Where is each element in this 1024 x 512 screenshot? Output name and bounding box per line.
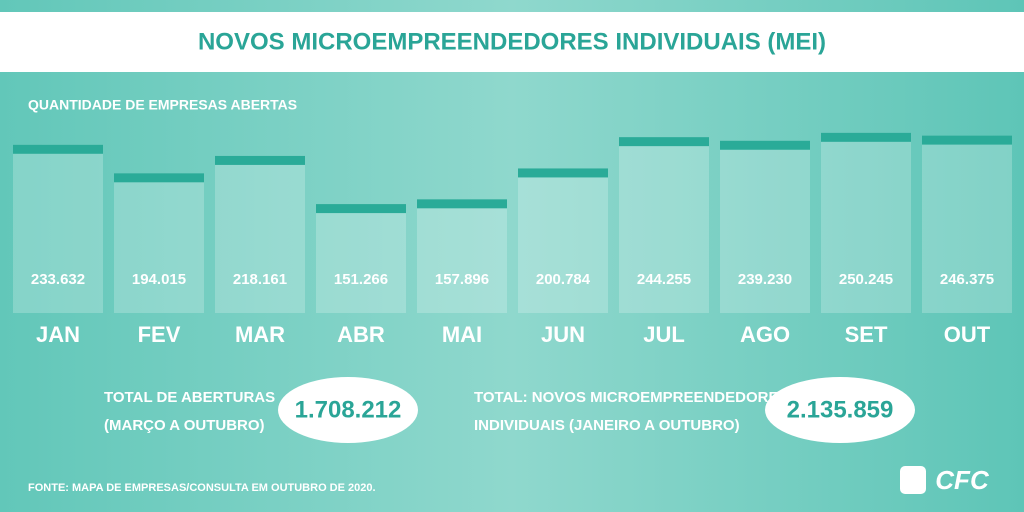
bar bbox=[922, 135, 1012, 313]
bar-cap bbox=[114, 173, 204, 183]
value-label: 194.015 bbox=[132, 271, 186, 288]
x-tick-label: ABR bbox=[337, 322, 385, 347]
value-label: 200.784 bbox=[536, 271, 591, 288]
value-label: 151.266 bbox=[334, 271, 388, 288]
total-value: 2.135.859 bbox=[787, 396, 894, 423]
bar-cap bbox=[619, 137, 709, 147]
x-tick-label: JUL bbox=[643, 322, 685, 347]
bar-cap bbox=[417, 199, 507, 209]
bar bbox=[114, 173, 204, 313]
bar bbox=[215, 155, 305, 313]
bar bbox=[518, 168, 608, 313]
source-note: FONTE: MAPA DE EMPRESAS/CONSULTA EM OUTU… bbox=[28, 482, 376, 494]
bar bbox=[821, 132, 911, 313]
x-tick-label: MAR bbox=[235, 322, 285, 347]
bar bbox=[13, 144, 103, 313]
header-band bbox=[0, 12, 1024, 72]
x-tick-label: OUT bbox=[944, 322, 991, 347]
value-label: 218.161 bbox=[233, 271, 287, 288]
logo: CFC bbox=[935, 465, 990, 495]
logo-mark bbox=[900, 466, 926, 494]
x-tick-label: JAN bbox=[36, 322, 80, 347]
total-label: TOTAL: NOVOS MICROEMPREENDEDORES bbox=[474, 389, 788, 406]
total-value: 1.708.212 bbox=[295, 396, 402, 423]
total-label: INDIVIDUAIS (JANEIRO A OUTUBRO) bbox=[474, 417, 740, 434]
value-label: 244.255 bbox=[637, 271, 691, 288]
bar bbox=[619, 137, 709, 313]
bar-cap bbox=[720, 140, 810, 150]
x-tick-label: AGO bbox=[740, 322, 790, 347]
chart-title: NOVOS MICROEMPREENDEDORES INDIVIDUAIS (M… bbox=[198, 28, 826, 55]
value-label: 233.632 bbox=[31, 271, 85, 288]
bar bbox=[720, 140, 810, 313]
x-tick-label: FEV bbox=[138, 322, 181, 347]
value-label: 239.230 bbox=[738, 271, 792, 288]
x-tick-label: SET bbox=[845, 322, 888, 347]
bar bbox=[417, 199, 507, 313]
value-label: 246.375 bbox=[940, 271, 994, 288]
bar-cap bbox=[215, 155, 305, 165]
bar-cap bbox=[13, 144, 103, 154]
total-bubble bbox=[278, 377, 418, 443]
total-bubble bbox=[765, 377, 915, 443]
bar bbox=[316, 204, 406, 313]
total-label: TOTAL DE ABERTURAS bbox=[104, 389, 275, 406]
bar-cap bbox=[821, 132, 911, 142]
bar-cap bbox=[316, 204, 406, 214]
bar-cap bbox=[922, 135, 1012, 145]
chart-subtitle: QUANTIDADE DE EMPRESAS ABERTAS bbox=[28, 97, 297, 113]
value-label: 250.245 bbox=[839, 271, 893, 288]
x-tick-label: MAI bbox=[442, 322, 482, 347]
x-tick-label: JUN bbox=[541, 322, 585, 347]
bar-cap bbox=[518, 168, 608, 178]
total-label: (MARÇO A OUTUBRO) bbox=[104, 417, 265, 434]
value-label: 157.896 bbox=[435, 271, 489, 288]
